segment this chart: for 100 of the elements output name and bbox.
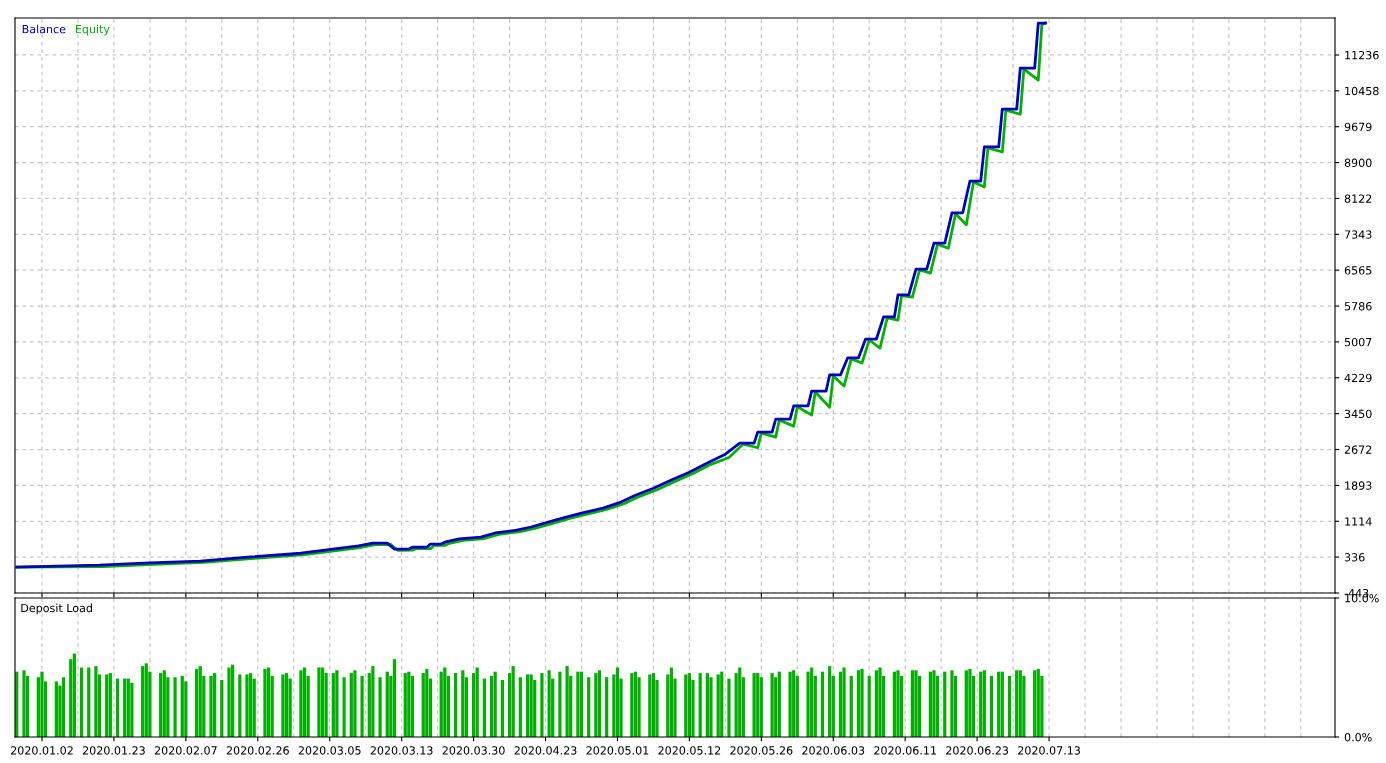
bar xyxy=(950,670,954,737)
bar xyxy=(72,653,76,737)
bar xyxy=(79,667,84,737)
bar xyxy=(130,682,134,737)
x-tick-label: 2020.05.12 xyxy=(658,746,721,755)
x-tick-label: 2020.03.05 xyxy=(298,746,361,755)
bar xyxy=(820,671,825,737)
bar xyxy=(162,670,166,737)
bar xyxy=(770,673,774,737)
line-series xyxy=(15,21,1047,569)
bar xyxy=(874,670,879,737)
bar xyxy=(867,675,871,737)
bar xyxy=(407,671,411,737)
bar xyxy=(105,674,109,737)
x-tick-label: 2020.02.07 xyxy=(154,746,217,755)
bar xyxy=(910,670,914,737)
bar xyxy=(849,675,853,737)
y-tick-label: 8900 xyxy=(1344,158,1372,167)
bar xyxy=(126,678,130,737)
bar xyxy=(842,667,846,737)
bar xyxy=(40,671,44,737)
bar xyxy=(777,671,781,737)
bar xyxy=(856,670,861,737)
y-tick-label: 3450 xyxy=(1344,409,1372,419)
y-tick-label: 9679 xyxy=(1344,122,1372,132)
bar xyxy=(213,673,217,737)
bar xyxy=(615,667,620,737)
y-tick-label: 5007 xyxy=(1344,337,1372,347)
x-tick-label: 2020.04.23 xyxy=(514,746,577,755)
bar xyxy=(342,677,346,737)
bar xyxy=(180,675,184,737)
bar xyxy=(320,667,325,737)
bar xyxy=(752,673,756,737)
bar xyxy=(892,671,897,737)
bar xyxy=(141,666,145,737)
x-tick-label: 2020.05.01 xyxy=(586,746,649,755)
bar xyxy=(738,667,742,737)
bar xyxy=(1015,670,1019,737)
bar xyxy=(403,673,407,737)
bar xyxy=(651,673,656,737)
bar xyxy=(248,673,253,737)
bar xyxy=(576,671,580,737)
bar xyxy=(453,673,458,737)
y-tick-label: 1893 xyxy=(1345,481,1372,490)
bar xyxy=(335,670,339,737)
bar xyxy=(756,673,760,737)
bar xyxy=(594,673,598,737)
bar xyxy=(964,670,968,737)
y-tick-label: 8122 xyxy=(1344,194,1372,203)
bar xyxy=(968,668,972,737)
x-tick-label: 2020.02.26 xyxy=(226,746,289,755)
bar xyxy=(227,667,231,737)
bar xyxy=(1000,671,1004,737)
bar xyxy=(410,675,415,737)
bar xyxy=(299,670,303,737)
bar xyxy=(579,671,584,737)
y-tick-label: 1114 xyxy=(1345,517,1372,526)
bar xyxy=(421,673,425,737)
x-tick-label: 2020.01.02 xyxy=(10,746,73,755)
bar xyxy=(439,671,443,737)
bar xyxy=(788,671,792,737)
bar xyxy=(1018,670,1022,737)
bar xyxy=(385,671,389,737)
bar xyxy=(115,678,120,737)
bar xyxy=(828,666,832,737)
bar xyxy=(529,674,533,737)
bar xyxy=(633,671,638,737)
bar xyxy=(558,671,562,737)
bar xyxy=(392,659,397,737)
x-tick-label: 2020.06.11 xyxy=(874,746,936,755)
bar xyxy=(220,680,224,737)
y-tick-label: 0.0% xyxy=(1344,732,1372,742)
bar xyxy=(349,673,353,737)
bar xyxy=(705,673,709,737)
bar xyxy=(371,666,375,737)
bar xyxy=(266,667,271,737)
chart-title: Deposit Load xyxy=(21,603,92,615)
bar xyxy=(22,670,26,737)
bar xyxy=(716,674,720,737)
bar xyxy=(525,674,530,737)
text: Equity xyxy=(75,24,110,36)
bar xyxy=(878,667,882,737)
bar xyxy=(997,671,1001,737)
bar xyxy=(928,671,932,737)
bar xyxy=(263,668,267,737)
bar xyxy=(597,670,602,737)
bar xyxy=(159,673,163,737)
bar xyxy=(860,668,864,737)
x-tick-label: 2020.03.13 xyxy=(370,746,433,755)
bar xyxy=(61,677,66,737)
bar xyxy=(1007,675,1012,737)
bar xyxy=(792,670,796,737)
bar xyxy=(943,671,947,737)
bar xyxy=(230,664,235,737)
bar xyxy=(94,666,98,737)
bar xyxy=(144,663,148,737)
y-tick-label: 6565 xyxy=(1344,266,1372,275)
bar xyxy=(630,673,634,737)
bar xyxy=(54,681,58,737)
bar xyxy=(482,678,486,737)
